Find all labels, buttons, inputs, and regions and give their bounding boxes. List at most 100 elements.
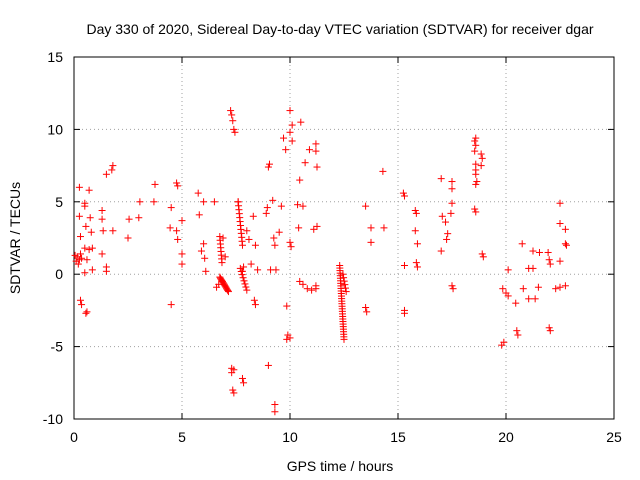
data-point: [173, 179, 181, 187]
data-point: [443, 235, 451, 243]
data-point: [556, 257, 564, 265]
data-point: [108, 166, 116, 174]
data-point: [413, 263, 421, 271]
data-point: [472, 180, 480, 188]
data-point: [282, 146, 290, 154]
data-point: [251, 301, 259, 309]
data-point: [473, 178, 481, 186]
data-point: [75, 212, 83, 220]
data-point: [535, 248, 543, 256]
data-point: [380, 224, 388, 232]
data-point: [305, 146, 313, 154]
data-point: [504, 266, 512, 274]
data-point: [561, 225, 569, 233]
data-point: [342, 288, 350, 296]
data-point: [262, 209, 270, 217]
data-point: [195, 211, 203, 219]
data-point: [512, 299, 520, 307]
x-tick-label: 5: [178, 429, 186, 445]
data-point: [229, 117, 237, 125]
data-point: [525, 295, 533, 303]
data-point: [472, 134, 480, 142]
data-point: [442, 218, 450, 226]
data-point: [447, 209, 455, 217]
data-point: [167, 301, 175, 309]
data-point: [88, 244, 96, 252]
data-point: [411, 206, 419, 214]
data-point: [81, 202, 89, 210]
data-point: [552, 285, 560, 293]
data-point: [238, 271, 246, 279]
data-point: [124, 234, 132, 242]
data-point: [230, 366, 238, 374]
data-point: [529, 247, 537, 255]
data-point: [243, 227, 251, 235]
data-point: [178, 217, 186, 225]
data-point: [265, 160, 273, 168]
data-point: [546, 260, 554, 268]
data-point: [251, 241, 259, 249]
data-point: [471, 137, 479, 145]
data-point: [81, 269, 89, 277]
data-point: [271, 401, 279, 409]
data-point: [339, 270, 347, 278]
data-point: [286, 334, 294, 342]
data-point: [242, 283, 250, 291]
data-point: [545, 324, 553, 332]
data-point: [215, 280, 223, 288]
data-point: [240, 379, 248, 387]
data-point: [277, 202, 285, 210]
data-point: [531, 295, 539, 303]
data-point: [271, 408, 279, 416]
data-point: [308, 286, 316, 294]
data-point: [546, 327, 554, 335]
data-point: [514, 331, 522, 339]
data-point: [312, 285, 320, 293]
data-point: [412, 209, 420, 217]
data-point: [239, 274, 247, 282]
data-point: [210, 198, 218, 206]
data-point: [218, 259, 226, 267]
data-point: [166, 224, 174, 232]
data-point: [201, 254, 209, 262]
data-point: [286, 128, 294, 136]
data-point: [88, 266, 96, 274]
data-point: [472, 208, 480, 216]
data-point: [477, 150, 485, 158]
data-point: [556, 283, 564, 291]
data-point: [296, 176, 304, 184]
data-point: [269, 196, 277, 204]
data-point: [200, 198, 208, 206]
data-point: [504, 292, 512, 300]
data-point: [283, 302, 291, 310]
data-point: [471, 205, 479, 213]
data-point: [76, 250, 84, 258]
data-point: [556, 199, 564, 207]
data-point: [519, 285, 527, 293]
data-point: [271, 241, 279, 249]
data-point: [513, 327, 521, 335]
data-point: [413, 240, 421, 248]
data-point: [82, 222, 90, 230]
data-point: [449, 285, 457, 293]
data-point: [228, 111, 236, 119]
y-tick-label: 0: [55, 266, 63, 282]
data-point: [283, 335, 291, 343]
data-point: [478, 250, 486, 258]
data-point: [75, 183, 83, 191]
data-point: [85, 186, 93, 194]
data-point: [303, 285, 311, 293]
chart-title: Day 330 of 2020, Sidereal Day-to-day VTE…: [86, 21, 593, 37]
data-point: [471, 147, 479, 155]
data-point: [109, 227, 117, 235]
data-point: [297, 118, 305, 126]
x-tick-label: 25: [606, 429, 622, 445]
data-point: [200, 240, 208, 248]
data-point: [561, 282, 569, 290]
data-point: [448, 282, 456, 290]
data-point: [286, 238, 294, 246]
data-point: [561, 240, 569, 248]
data-point: [231, 128, 239, 136]
data-point: [98, 250, 106, 258]
data-point: [437, 175, 445, 183]
